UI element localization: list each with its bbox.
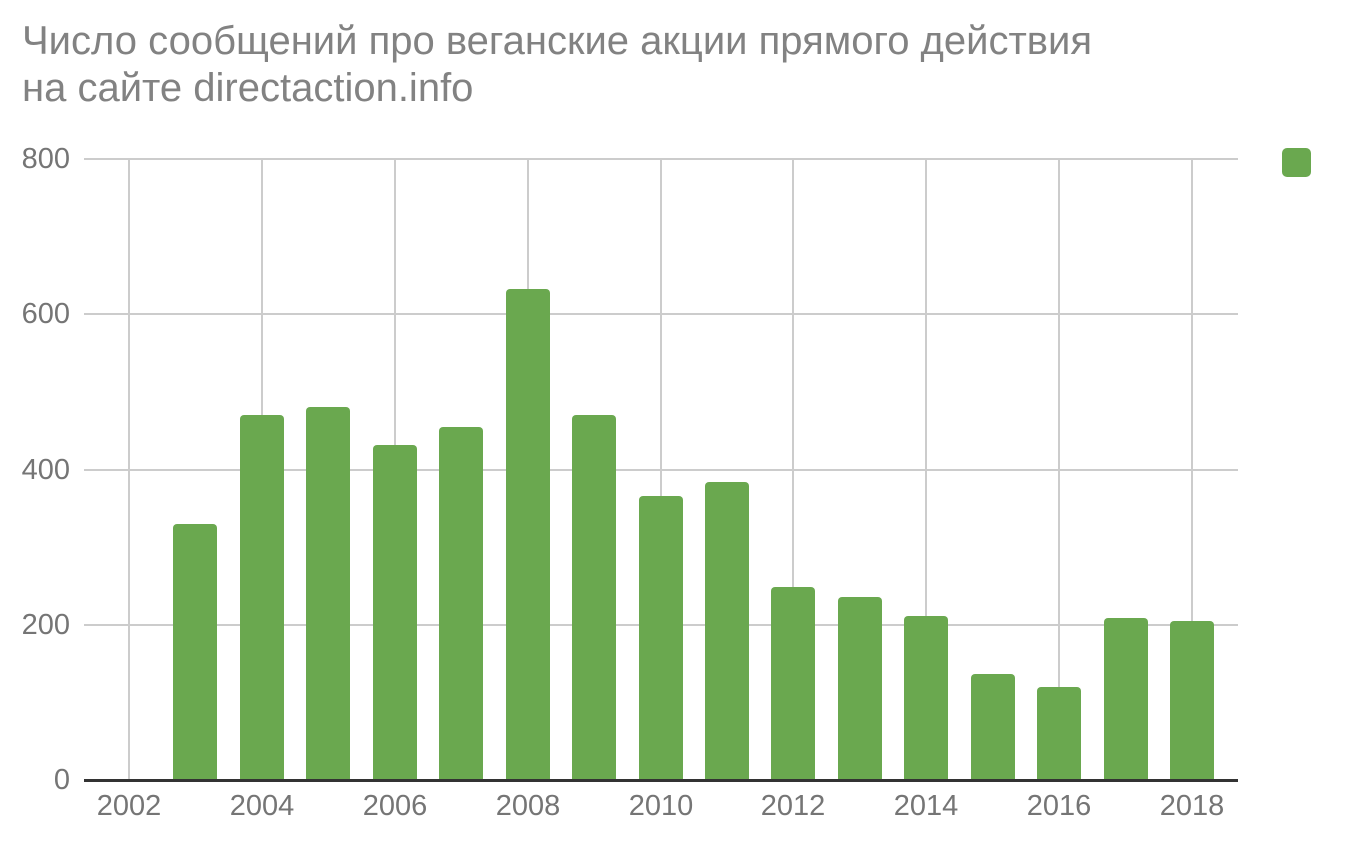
bar-2005[interactable] xyxy=(306,407,350,780)
bar-2008[interactable] xyxy=(506,289,550,780)
v-gridline-2010 xyxy=(660,159,662,780)
y-axis-tick-label: 200 xyxy=(21,609,70,641)
v-gridline-2012 xyxy=(792,159,794,780)
bar-2010[interactable] xyxy=(639,496,683,780)
x-axis-line xyxy=(84,779,1238,782)
y-axis-tick-label: 600 xyxy=(21,298,70,330)
bar-2014[interactable] xyxy=(904,616,948,780)
v-gridline-2016 xyxy=(1058,159,1060,780)
chart-title: Число сообщений про веганские акции прям… xyxy=(22,18,1092,112)
x-axis-tick-label: 2014 xyxy=(893,790,959,822)
x-axis-tick-label: 2012 xyxy=(760,790,826,822)
bar-2018[interactable] xyxy=(1170,621,1214,780)
bar-2016[interactable] xyxy=(1037,687,1081,780)
v-gridline-2018 xyxy=(1191,159,1193,780)
x-axis-tick-label: 2010 xyxy=(628,790,694,822)
legend-swatch[interactable] xyxy=(1282,148,1311,177)
y-axis-tick-label: 400 xyxy=(21,454,70,486)
bar-2012[interactable] xyxy=(771,587,815,780)
bar-2017[interactable] xyxy=(1104,618,1148,780)
bar-2006[interactable] xyxy=(373,445,417,780)
chart-title-line1: Число сообщений про веганские акции прям… xyxy=(22,19,1093,63)
v-gridline-2014 xyxy=(925,159,927,780)
bar-2009[interactable] xyxy=(572,415,616,780)
bar-2007[interactable] xyxy=(439,427,483,780)
y-axis-tick-label: 0 xyxy=(53,764,70,796)
x-axis-tick-label: 2002 xyxy=(96,790,162,822)
bar-2013[interactable] xyxy=(838,597,882,780)
x-axis-tick-label: 2008 xyxy=(495,790,561,822)
y-axis-tick-label: 800 xyxy=(21,143,70,175)
chart-title-line2: на сайте directaction.info xyxy=(22,66,474,110)
bar-2004[interactable] xyxy=(240,415,284,780)
bar-2003[interactable] xyxy=(173,524,217,780)
x-axis-tick-label: 2006 xyxy=(362,790,428,822)
bar-2015[interactable] xyxy=(971,674,1015,780)
bar-2011[interactable] xyxy=(705,482,749,780)
x-axis-tick-label: 2004 xyxy=(229,790,295,822)
v-gridline-2002 xyxy=(128,159,130,780)
x-axis-tick-label: 2018 xyxy=(1159,790,1225,822)
x-axis-tick-label: 2016 xyxy=(1026,790,1092,822)
